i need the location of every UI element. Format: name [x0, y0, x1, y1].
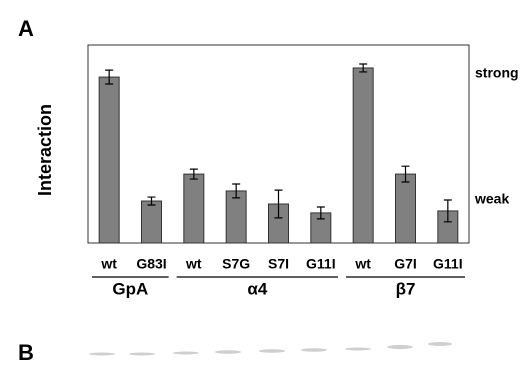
group-label: β7 — [396, 279, 416, 298]
group-label: GpA — [112, 279, 148, 298]
x-tick-label: wt — [100, 256, 117, 272]
x-tick-label: G11I — [433, 256, 463, 272]
panel-label: A — [18, 16, 34, 41]
x-tick-label: wt — [354, 256, 371, 272]
y-axis-label: Interaction — [35, 104, 55, 196]
x-tick-label: G83I — [136, 256, 166, 272]
group-label: α4 — [247, 279, 267, 298]
x-tick-label: wt — [185, 256, 202, 272]
x-tick-label: G7I — [394, 256, 417, 272]
annotation: strong — [475, 65, 519, 81]
x-tick-label: S7G — [222, 256, 250, 272]
x-tick-label: G11I — [306, 256, 336, 272]
x-tick-label: S7I — [268, 256, 289, 272]
western-blot — [89, 342, 452, 356]
bar — [99, 77, 119, 243]
bar — [142, 201, 162, 243]
panel-label: B — [18, 340, 34, 365]
bar — [226, 191, 246, 243]
bar — [396, 174, 416, 243]
page: {"panel_labels": ["A", "B"], "chart_data… — [0, 0, 524, 366]
annotation: weak — [474, 191, 509, 207]
bar — [353, 68, 373, 243]
bar — [184, 174, 204, 243]
figure: A B Interaction strong weak wt G83I GpA wt S… — [0, 0, 524, 366]
